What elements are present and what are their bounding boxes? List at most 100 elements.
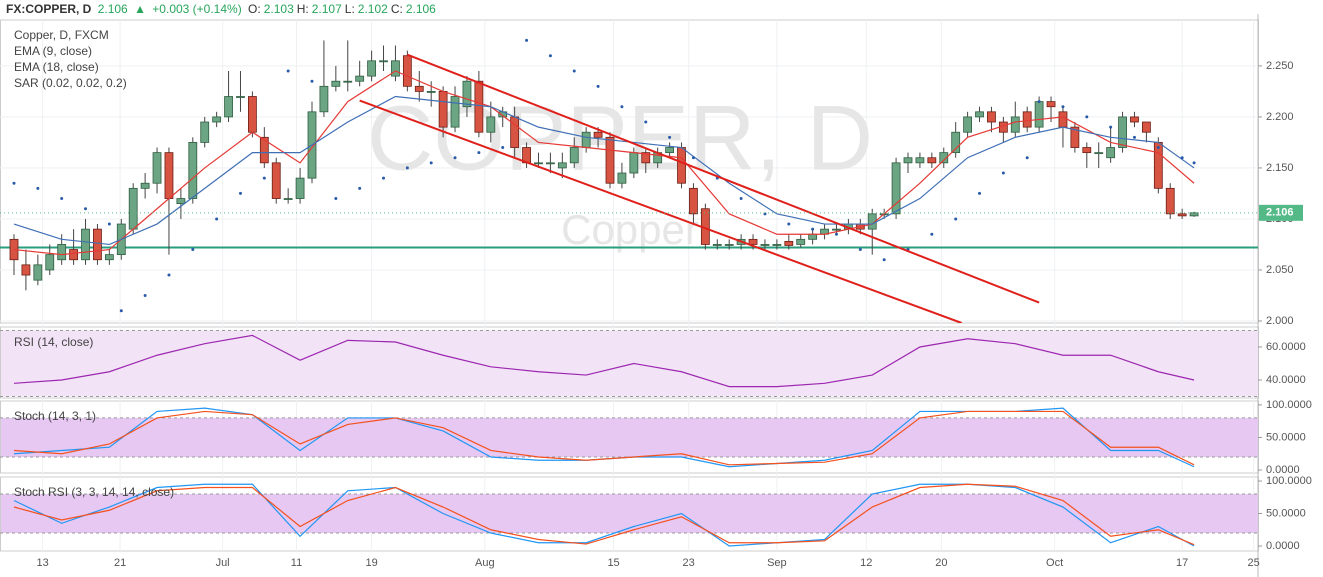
- candle-body: [319, 85, 329, 113]
- x-tick-label: 23: [683, 557, 695, 569]
- candle-body: [796, 238, 806, 245]
- candle-body: [581, 131, 591, 148]
- candle-body: [891, 162, 901, 215]
- candle-body: [903, 157, 913, 164]
- band: [1, 417, 1258, 457]
- candle-body: [295, 177, 305, 199]
- candle-body: [414, 85, 424, 92]
- sar-dot: [453, 156, 457, 160]
- candle-body: [152, 152, 162, 184]
- sar-dot: [429, 161, 433, 165]
- sar-dot: [1001, 171, 1005, 175]
- sar-dot: [834, 232, 838, 236]
- sar-dot: [739, 197, 743, 201]
- sar-dot: [1109, 125, 1113, 129]
- y-tick-label: 0.0000: [1266, 540, 1300, 552]
- x-tick-label: 25: [1248, 557, 1260, 569]
- candle-body: [689, 187, 698, 215]
- y-tick-label: 60.0000: [1266, 341, 1306, 353]
- candle-body: [772, 244, 782, 246]
- candle-body: [975, 111, 984, 118]
- candle-body: [534, 162, 543, 165]
- sar-dot: [310, 79, 314, 83]
- x-tick-label: Jul: [216, 557, 230, 569]
- last-price-label: 2.106: [1266, 207, 1294, 219]
- candle-body: [1106, 147, 1116, 159]
- sar-dot: [954, 217, 958, 221]
- line: [13, 410, 1195, 466]
- ohlc-value: 2.102: [357, 2, 388, 16]
- sar-dot: [1192, 161, 1196, 165]
- ohlc-value: 2.107: [311, 2, 342, 16]
- ohlc-value: 2.106: [405, 2, 436, 16]
- candle-body: [379, 60, 388, 63]
- candle-body: [1034, 101, 1044, 128]
- band: [1, 330, 1258, 397]
- candle-body: [748, 238, 758, 245]
- x-tick-label: 12: [860, 557, 872, 569]
- sar-dot: [548, 54, 552, 58]
- sar-dot: [60, 197, 64, 201]
- candle-body: [164, 152, 174, 199]
- candle-body: [605, 136, 615, 184]
- sar-dot: [477, 151, 481, 155]
- sar-dot: [596, 84, 600, 88]
- candle-body: [593, 131, 603, 138]
- candle-body: [45, 254, 55, 271]
- candle-body: [367, 60, 377, 77]
- candle-body: [927, 157, 937, 164]
- candle-body: [331, 80, 341, 87]
- ohlc-label: O:: [248, 2, 261, 16]
- sar-dot: [12, 181, 16, 185]
- candle-body: [987, 111, 996, 123]
- candle-body: [712, 244, 722, 246]
- candle-body: [81, 228, 90, 261]
- candle-body: [426, 91, 436, 93]
- candle-body: [355, 75, 365, 82]
- candle-body: [247, 96, 257, 133]
- candle-body: [724, 244, 734, 246]
- sar-dot: [691, 156, 695, 160]
- x-tick-label: Aug: [475, 557, 495, 569]
- band: [1, 494, 1258, 534]
- sar-dot: [811, 227, 815, 231]
- sar-dot: [167, 273, 171, 277]
- candle-body: [569, 147, 579, 164]
- y-tick-label: 2.200: [1266, 111, 1294, 123]
- sar-dot: [525, 38, 529, 42]
- candle-body: [1094, 152, 1104, 155]
- sar-dot: [1132, 135, 1136, 139]
- candle-body: [259, 136, 269, 164]
- candle-body: [1010, 116, 1020, 133]
- ohlc-label: H:: [296, 2, 309, 16]
- candle-body: [939, 152, 949, 164]
- symbol: FX:COPPER, D: [6, 2, 92, 16]
- candle-body: [450, 96, 460, 128]
- candle-body: [1070, 126, 1080, 148]
- candle-body: [760, 244, 770, 246]
- panel-title: Copper, D, FXCM: [14, 28, 109, 42]
- candle-body: [510, 116, 520, 148]
- panel: [0, 329, 1258, 398]
- sar-dot: [405, 166, 409, 170]
- x-tick-label: 17: [1176, 557, 1188, 569]
- candle-body: [486, 116, 496, 133]
- change: +0.003 (+0.14%): [152, 2, 242, 16]
- candle-body: [546, 162, 555, 165]
- candle-body: [1058, 111, 1068, 128]
- candle-body: [784, 240, 794, 246]
- ohlc-value: 2.103: [263, 2, 294, 16]
- candle-body: [1165, 187, 1175, 215]
- y-tick-label: 2.000: [1266, 315, 1294, 327]
- up-arrow: ▲: [134, 2, 146, 16]
- sar-dot: [1025, 156, 1029, 160]
- candle-body: [188, 142, 198, 199]
- sar-dot: [858, 248, 862, 252]
- sar-dot: [286, 69, 290, 73]
- panel: [0, 407, 1258, 468]
- candle-body: [1046, 101, 1056, 108]
- sar-dot: [215, 217, 219, 221]
- y-tick-label: 0.0000: [1266, 464, 1300, 476]
